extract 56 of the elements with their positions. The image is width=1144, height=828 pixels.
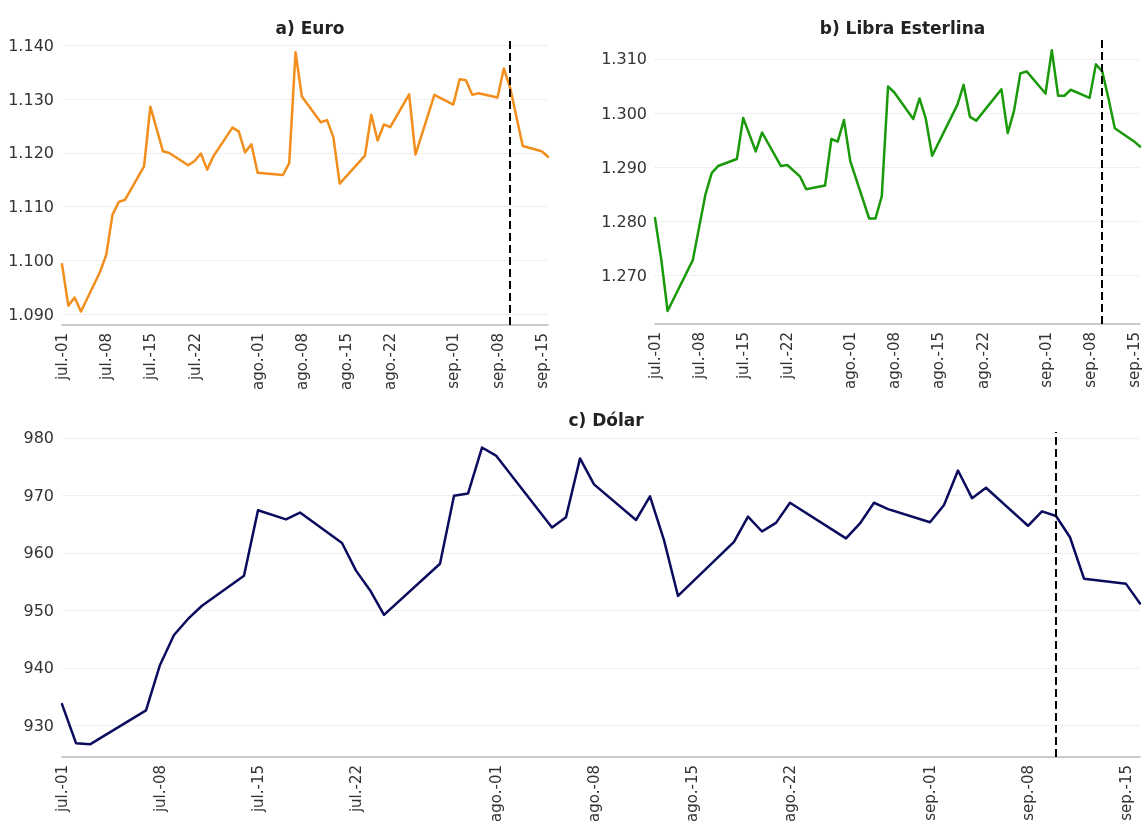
x-tick-label: jul.-22 xyxy=(185,333,204,382)
x-tick-label: ago.-08 xyxy=(885,332,904,389)
y-tick-label: 950 xyxy=(23,600,54,620)
chart-title: c) Dólar xyxy=(568,409,645,430)
y-tick-label: 980 xyxy=(23,428,54,448)
x-tick-label: jul.-08 xyxy=(151,765,169,814)
x-tick-label: sep.-01 xyxy=(1036,332,1055,388)
x-tick-label: jul.-15 xyxy=(141,333,160,382)
x-tick-label: jul.-15 xyxy=(249,765,267,814)
line-series xyxy=(653,49,1142,313)
x-tick-label: sep.-08 xyxy=(1019,765,1037,821)
y-tick-label: 960 xyxy=(23,543,54,563)
y-tick-label: 1.130 xyxy=(8,89,54,109)
x-tick-label: jul.-08 xyxy=(97,333,116,382)
x-tick-label: sep.-15 xyxy=(1117,765,1135,821)
x-tick-label: jul.-22 xyxy=(778,332,797,381)
x-tick-label: ago.-22 xyxy=(973,332,992,389)
x-tick-label: jul.-08 xyxy=(690,332,709,381)
x-tick-label: ago.-01 xyxy=(841,332,860,389)
y-tick-label: 1.120 xyxy=(8,143,54,163)
y-tick-label: 1.140 xyxy=(8,35,54,55)
y-tick-label: 1.100 xyxy=(8,250,54,270)
x-tick-label: sep.-01 xyxy=(444,333,463,389)
x-tick-label: ago.-15 xyxy=(683,765,701,822)
x-tick-label: sep.-15 xyxy=(1124,332,1143,388)
y-tick-label: 1.310 xyxy=(601,49,647,69)
x-tick-label: ago.-08 xyxy=(585,765,603,822)
line-series xyxy=(60,446,1142,746)
x-tick-label: ago.-15 xyxy=(337,333,356,390)
x-tick-label: jul.-01 xyxy=(53,765,71,814)
y-tick-label: 930 xyxy=(23,715,54,735)
x-tick-label: ago.-08 xyxy=(292,333,311,390)
y-tick-label: 1.110 xyxy=(8,197,54,217)
y-tick-label: 940 xyxy=(23,658,54,678)
y-tick-label: 1.090 xyxy=(8,304,54,324)
x-tick-label: sep.-15 xyxy=(532,333,551,389)
x-tick-label: ago.-15 xyxy=(929,332,948,389)
y-tick-label: 1.270 xyxy=(601,265,647,285)
x-tick-label: jul.-15 xyxy=(734,332,753,381)
x-tick-label: ago.-22 xyxy=(381,333,400,390)
y-tick-label: 1.290 xyxy=(601,157,647,177)
x-tick-label: jul.-22 xyxy=(347,765,365,814)
x-tick-label: ago.-22 xyxy=(781,765,799,822)
chart-title: b) Libra Esterlina xyxy=(819,17,986,38)
x-tick-label: sep.-08 xyxy=(1080,332,1099,388)
x-tick-label: jul.-01 xyxy=(53,333,71,382)
chart-title: a) Euro xyxy=(275,17,345,38)
x-tick-label: ago.-01 xyxy=(248,333,267,390)
y-tick-label: 1.280 xyxy=(601,211,647,231)
line-series xyxy=(60,51,550,313)
y-tick-label: 1.300 xyxy=(601,103,647,123)
x-tick-label: jul.-01 xyxy=(646,332,664,381)
x-tick-label: ago.-01 xyxy=(487,765,505,822)
x-tick-label: sep.-01 xyxy=(921,765,939,821)
x-tick-label: sep.-08 xyxy=(488,333,507,389)
y-tick-label: 970 xyxy=(23,485,54,505)
